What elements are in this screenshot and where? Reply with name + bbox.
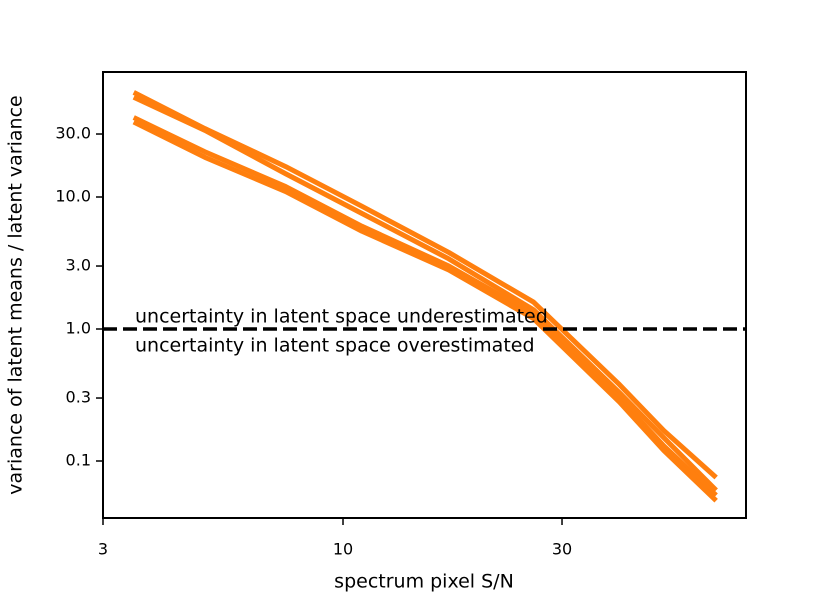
- data-line: [132, 115, 718, 498]
- x-tick-label: 30: [552, 540, 572, 559]
- y-tick-label: 3.0: [66, 256, 91, 275]
- data-line: [132, 119, 718, 503]
- y-tick-label: 10.0: [55, 186, 91, 205]
- y-axis-label: variance of latent means / latent varian…: [5, 95, 27, 494]
- data-line: [132, 94, 718, 493]
- annotation: uncertainty in latent space overestimate…: [135, 335, 535, 357]
- x-tick-label: 3: [98, 540, 108, 559]
- y-tick-label: 0.3: [66, 388, 91, 407]
- y-tick-label: 30.0: [55, 124, 91, 143]
- x-axis-label: spectrum pixel S/N: [334, 571, 514, 593]
- data-line: [132, 90, 718, 480]
- annotation: uncertainty in latent space underestimat…: [135, 306, 548, 328]
- y-tick-label: 0.1: [66, 451, 91, 470]
- x-tick-label: 10: [333, 540, 353, 559]
- y-tick-label: 1.0: [66, 319, 91, 338]
- plot-frame: [102, 71, 747, 519]
